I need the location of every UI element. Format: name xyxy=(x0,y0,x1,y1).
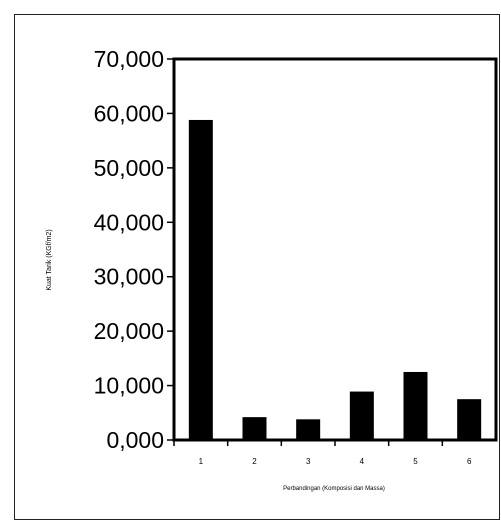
bar-4 xyxy=(349,391,374,440)
x-axis-ticks: 1 2 3 4 5 6 xyxy=(173,440,472,466)
bar-5 xyxy=(403,371,428,440)
y-axis-label: Kuat Tarik (KGf/m2) xyxy=(46,229,53,290)
x-tick-label: 1 xyxy=(199,457,204,466)
y-tick-label: 30,000 xyxy=(94,264,164,290)
y-tick-label: 70,000 xyxy=(94,46,164,72)
plot-area-border xyxy=(172,57,498,442)
bar-2 xyxy=(242,417,267,440)
x-tick-label: 4 xyxy=(360,457,365,466)
y-tick-label: 20,000 xyxy=(94,318,164,344)
x-tick-label: 5 xyxy=(413,457,418,466)
bar-3 xyxy=(296,419,321,440)
y-axis-ticks: 0,000 10,000 20,000 30,000 40,000 50,000 60,00… xyxy=(94,46,174,453)
x-tick-label: 3 xyxy=(306,457,311,466)
x-tick-label: 6 xyxy=(467,457,472,466)
y-tick-label: 50,000 xyxy=(94,155,164,181)
bar-6 xyxy=(457,399,482,440)
bars xyxy=(188,119,482,441)
y-tick-label: 40,000 xyxy=(94,209,164,235)
y-tick-label: 0,000 xyxy=(106,427,164,453)
x-tick-label: 2 xyxy=(252,457,257,466)
bar-1 xyxy=(188,119,213,441)
x-axis-label: Perbandingan (Komposisi dan Massa) xyxy=(283,486,385,492)
y-tick-label: 60,000 xyxy=(94,100,164,126)
y-tick-label: 10,000 xyxy=(94,373,164,399)
